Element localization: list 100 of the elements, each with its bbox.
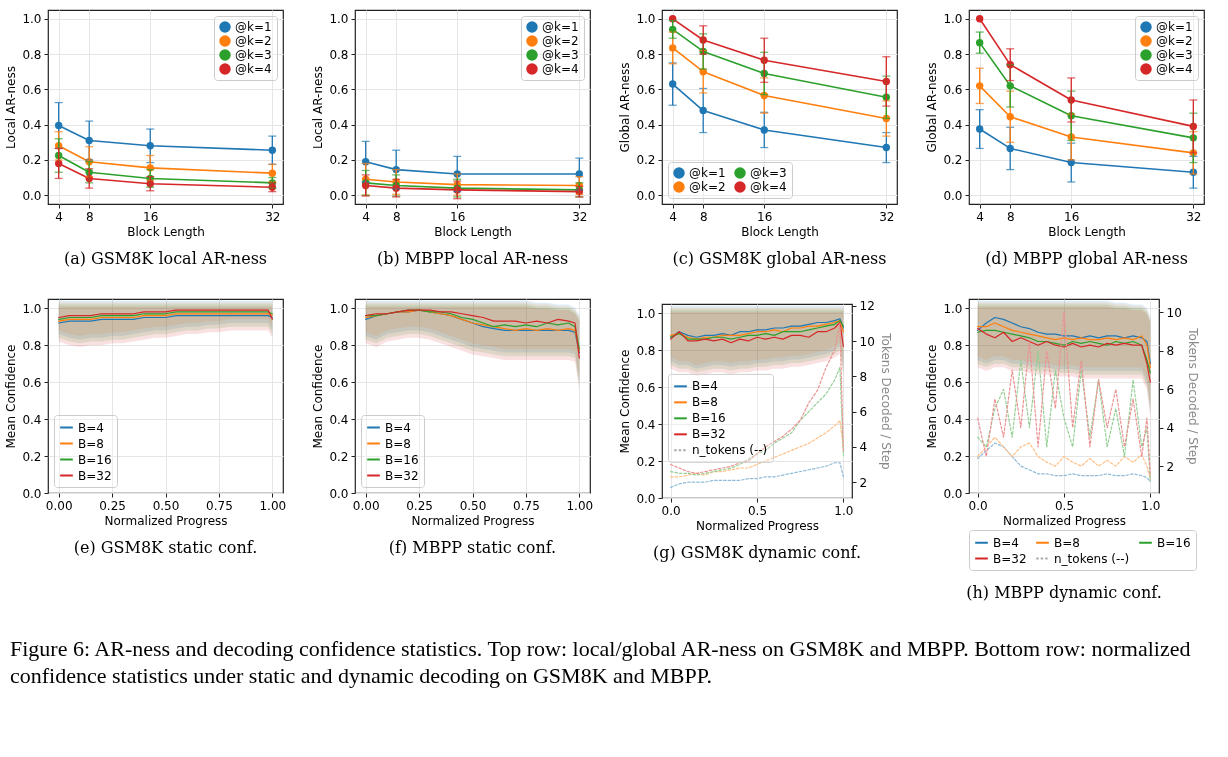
x-tick-label: 4 [55, 209, 63, 224]
legend-label: B=8 [385, 436, 411, 451]
legend-label: B=4 [385, 420, 411, 435]
legend-label: B=16 [692, 411, 726, 426]
y2-axis-title: Tokens Decoded / Step [1185, 327, 1200, 465]
legend-label: B=16 [1157, 535, 1191, 550]
x-tick-label: 0.5 [747, 503, 768, 518]
y2-axis-title: Tokens Decoded / Step [878, 332, 893, 470]
x-axis-title: Normalized Progress [104, 513, 228, 528]
y-tick-label: 0.0 [943, 188, 963, 203]
y-tick-label: 0.2 [329, 153, 349, 168]
x-axis-title: Block Length [434, 224, 512, 239]
y-tick-label: 0.0 [329, 188, 349, 203]
x-tick-label: 0.75 [206, 498, 233, 513]
legend-label: B=32 [385, 468, 419, 483]
x-tick-label: 8 [392, 209, 401, 224]
y-tick-label: 0.0 [329, 486, 349, 501]
x-tick-label: 8 [1006, 209, 1015, 224]
legend-label: @k=3 [1156, 48, 1193, 62]
x-tick-label: 8 [699, 209, 708, 224]
y-tick-label: 0.6 [22, 375, 42, 390]
y-axis-title: Mean Confidence [4, 344, 19, 449]
legend-label: @k=2 [689, 180, 726, 194]
legend-label: @k=1 [235, 20, 272, 34]
legend-label: @k=4 [542, 62, 579, 76]
y-tick-label: 0.4 [22, 118, 42, 133]
y-tick-label: 0.8 [943, 47, 963, 62]
x-tick-label: 0.50 [152, 498, 180, 513]
legend-label: @k=4 [750, 180, 787, 194]
x-tick-label: 8 [85, 209, 94, 224]
y-tick-label: 1.0 [943, 301, 963, 316]
x-axis-title: Block Length [1048, 224, 1126, 239]
x-tick-label: 0.00 [352, 498, 380, 513]
y-tick-label: 1.0 [329, 12, 349, 27]
y2-tick-label: 4 [859, 440, 868, 455]
legend-label: B=32 [993, 551, 1027, 566]
legend-label: @k=1 [1156, 20, 1193, 34]
x-tick-label: 0.75 [513, 498, 540, 513]
y2-tick-label: 6 [1166, 382, 1175, 397]
y-tick-label: 0.4 [329, 412, 349, 427]
y-tick-label: 0.6 [636, 380, 656, 395]
x-tick-label: 0.25 [99, 498, 126, 513]
y2-tick-label: 8 [1166, 344, 1175, 359]
y-tick-label: 1.0 [22, 12, 42, 27]
y-tick-label: 0.4 [943, 412, 963, 427]
y-tick-label: 0.0 [22, 188, 42, 203]
y2-tick-label: 4 [1166, 421, 1175, 436]
y2-tick-label: 2 [1166, 459, 1175, 474]
y-axis-title: Mean Confidence [618, 349, 633, 454]
y-tick-label: 0.8 [636, 47, 656, 62]
x-tick-label: 16 [450, 209, 466, 224]
y-tick-label: 0.6 [943, 82, 963, 97]
y-tick-label: 0.2 [329, 449, 349, 464]
y-tick-label: 0.4 [329, 118, 349, 133]
y-tick-label: 0.6 [329, 375, 349, 390]
x-axis-title: Block Length [127, 224, 205, 239]
y-tick-label: 0.2 [22, 153, 42, 168]
y-axis-title: Local AR-ness [4, 66, 19, 149]
x-tick-label: 4 [669, 209, 677, 224]
legend-label: @k=1 [542, 20, 579, 34]
legend-label: @k=2 [542, 34, 579, 48]
text: (d) MBPP global AR-ness [985, 249, 1188, 268]
text: (e) GSM8K static conf. [73, 538, 258, 557]
y-tick-label: 0.0 [943, 486, 963, 501]
y-tick-label: 0.4 [943, 118, 963, 133]
y-tick-label: 0.4 [636, 118, 656, 133]
legend-label: @k=3 [750, 166, 787, 180]
legend-label: @k=1 [689, 166, 726, 180]
x-tick-label: 1.00 [259, 498, 287, 513]
x-axis-title: Normalized Progress [411, 513, 535, 528]
x-axis-title: Normalized Progress [695, 518, 820, 533]
y-tick-label: 0.2 [636, 454, 656, 469]
x-tick-label: 1.0 [1141, 498, 1161, 513]
legend-label: n_tokens (--) [1054, 551, 1130, 566]
y-axis-title: Global AR-ness [925, 62, 940, 153]
x-axis-title: Block Length [741, 224, 819, 239]
y-tick-label: 0.8 [636, 343, 656, 358]
text: (b) MBPP local AR-ness [376, 249, 569, 268]
y-tick-label: 0.2 [22, 449, 42, 464]
legend-label: @k=3 [542, 48, 579, 62]
y2-tick-label: 10 [859, 334, 875, 349]
text: (c) GSM8K global AR-ness [672, 249, 887, 268]
y-axis-title: Mean Confidence [311, 344, 326, 449]
y-tick-label: 0.2 [943, 449, 963, 464]
y-tick-label: 0.8 [329, 47, 349, 62]
x-tick-label: 16 [143, 209, 159, 224]
x-tick-label: 4 [362, 209, 370, 224]
x-tick-label: 0.0 [661, 503, 681, 518]
x-tick-label: 0.50 [459, 498, 487, 513]
y-tick-label: 0.6 [22, 82, 42, 97]
y-tick-label: 0.4 [22, 412, 42, 427]
y-tick-label: 1.0 [329, 301, 349, 316]
legend-label: B=16 [385, 452, 419, 467]
y-tick-label: 0.6 [943, 375, 963, 390]
legend-label: B=8 [692, 395, 718, 410]
legend-label: n_tokens (--) [692, 443, 768, 458]
x-tick-label: 4 [976, 209, 984, 224]
text: (a) GSM8K local AR-ness [63, 249, 268, 268]
y-tick-label: 0.6 [636, 82, 656, 97]
text: (f) MBPP static conf. [388, 538, 557, 557]
